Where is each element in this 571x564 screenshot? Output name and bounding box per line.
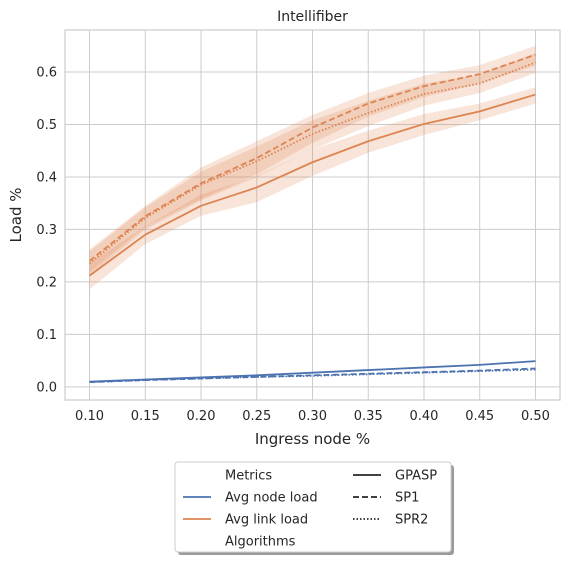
- x-tick-label: 0.30: [298, 409, 327, 424]
- legend-label: GPASP: [395, 469, 437, 484]
- legend-box: [174, 461, 452, 553]
- x-tick-label: 0.45: [465, 409, 494, 424]
- y-tick-label: 0.3: [36, 223, 57, 238]
- x-axis-label: Ingress node %: [255, 430, 370, 448]
- y-tick-label: 0.5: [36, 118, 57, 133]
- y-tick-label: 0.2: [36, 275, 57, 290]
- x-tick-label: 0.50: [521, 409, 550, 424]
- x-tick-label: 0.15: [131, 409, 160, 424]
- confidence-band: [89, 53, 536, 276]
- y-tick-label: 0.4: [36, 170, 57, 185]
- x-tick-label: 0.40: [410, 409, 439, 424]
- y-tick-label: 0.6: [36, 65, 57, 80]
- plot-area: 0.10 0.15 0.20 0.25 0.30 0.35 0.40 0.45 0.50 0.0 0…: [7, 9, 561, 448]
- legend-label: Avg node load: [225, 491, 318, 506]
- legend-label: Metrics: [225, 469, 272, 484]
- series-line: [88, 93, 536, 277]
- legend-label: SPR2: [395, 513, 428, 528]
- plot-frame: [64, 29, 561, 401]
- x-tick-label: 0.10: [75, 409, 104, 424]
- y-tick-label: 0.0: [36, 380, 57, 395]
- confidence-band: [89, 45, 536, 273]
- legend-label: Avg link load: [225, 513, 308, 528]
- x-tick-label: 0.20: [187, 409, 216, 424]
- y-axis-label: Load %: [7, 187, 25, 242]
- legend: Metrics Avg node load Avg link load Algorit…: [174, 461, 454, 555]
- series-line: [89, 368, 536, 384]
- chart-title: Intellifiber: [277, 9, 348, 25]
- legend-label: Algorithms: [225, 535, 296, 550]
- x-tick-label: 0.35: [354, 409, 383, 424]
- series-line: [88, 61, 536, 265]
- y-tick-label: 0.1: [36, 328, 57, 343]
- series-line: [88, 53, 536, 262]
- legend-label: SP1: [395, 491, 419, 506]
- x-tick-label: 0.25: [242, 409, 271, 424]
